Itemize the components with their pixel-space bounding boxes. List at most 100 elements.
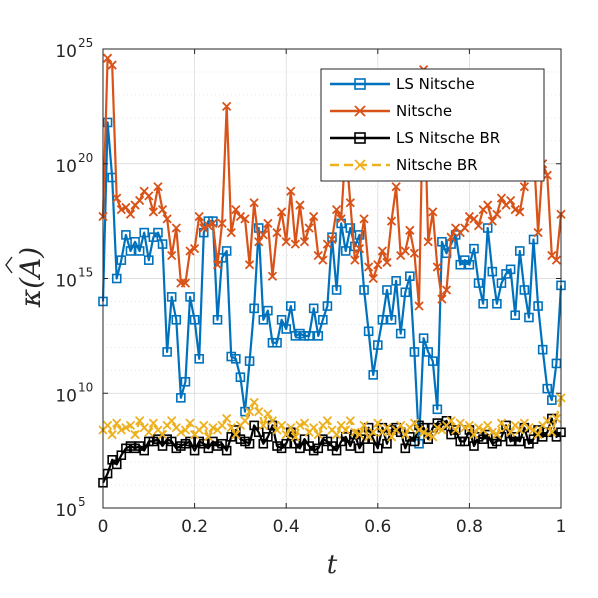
data-point (487, 216, 497, 226)
data-point (363, 422, 374, 433)
data-point (102, 420, 113, 431)
data-point (276, 207, 287, 217)
data-point (226, 227, 236, 238)
legend-entry: LS Nitsche (330, 75, 475, 93)
data-point (144, 427, 154, 437)
series-3 (98, 393, 566, 442)
data-point (327, 234, 337, 245)
data-point (121, 423, 131, 433)
data-point (112, 418, 122, 428)
data-point (437, 236, 447, 247)
data-point (510, 310, 521, 321)
data-point (528, 234, 539, 245)
data-point (519, 285, 530, 295)
y-axis-title-main: κ( (14, 277, 47, 308)
data-point (386, 315, 397, 325)
data-point (405, 225, 415, 235)
data-point (281, 237, 291, 247)
data-point (354, 443, 365, 454)
series-layer (98, 53, 566, 488)
data-point (386, 432, 397, 442)
data-point (322, 301, 333, 311)
data-point (441, 285, 452, 295)
data-point (492, 209, 502, 219)
data-point (185, 436, 195, 447)
data-point (221, 246, 232, 256)
data-point (286, 186, 296, 196)
data-point (418, 427, 429, 437)
data-point (290, 432, 300, 442)
series-1 (98, 53, 566, 311)
data-point (199, 223, 209, 233)
data-point (212, 315, 223, 325)
data-point (386, 216, 397, 226)
data-point (130, 236, 140, 247)
data-point (382, 438, 392, 449)
data-point (340, 246, 351, 256)
data-point (460, 223, 470, 233)
data-point (304, 331, 314, 341)
data-point (373, 418, 383, 428)
svg-text:κ(A): κ(A) (14, 247, 47, 308)
data-point (395, 427, 406, 438)
data-point (364, 262, 374, 272)
data-point (496, 193, 507, 203)
data-point (483, 200, 493, 210)
data-point (203, 221, 213, 231)
data-point (226, 423, 236, 433)
data-point (111, 273, 122, 284)
data-point (372, 443, 383, 454)
data-point (524, 423, 534, 433)
data-point (189, 244, 200, 254)
x-tick-label: 0.6 (364, 517, 391, 537)
y-tick-label: 10 (55, 42, 77, 62)
data-point (249, 198, 259, 208)
data-point (107, 60, 117, 70)
data-point (350, 427, 360, 437)
data-point (171, 315, 182, 325)
data-point (551, 358, 562, 369)
data-point (313, 429, 323, 440)
data-point (185, 418, 195, 428)
data-point (244, 406, 255, 417)
data-point (267, 416, 278, 426)
data-point (318, 315, 328, 325)
data-point (428, 207, 438, 217)
data-point (318, 255, 328, 265)
data-point (409, 347, 420, 357)
data-point (235, 372, 246, 382)
data-point (116, 255, 127, 265)
data-point (194, 211, 204, 222)
data-point (240, 416, 250, 426)
data-point (111, 459, 122, 470)
data-point (473, 278, 484, 288)
data-point (487, 427, 497, 437)
data-point (189, 315, 200, 325)
legend-label: Nitsche (396, 102, 452, 120)
data-point (263, 409, 273, 419)
data-point (157, 205, 168, 215)
data-point (139, 445, 150, 456)
data-point (414, 425, 424, 435)
data-point (345, 441, 356, 451)
data-point (446, 416, 456, 426)
data-point (473, 423, 484, 433)
y-tick-exponent: 10 (78, 380, 93, 394)
data-point (276, 420, 287, 431)
data-point (244, 356, 255, 366)
data-point (354, 429, 365, 440)
data-point (313, 443, 324, 454)
data-point (125, 246, 136, 256)
data-point (341, 425, 351, 435)
data-point (505, 195, 516, 206)
data-point (396, 420, 406, 431)
data-point (162, 347, 172, 357)
legend-label: LS Nitsche (396, 75, 475, 93)
y-axis-title-close: ) (14, 247, 47, 259)
data-point (382, 257, 392, 268)
data-point (254, 406, 264, 417)
legend-label: LS Nitsche BR (396, 129, 500, 147)
data-point (391, 275, 401, 286)
data-point (478, 298, 488, 309)
